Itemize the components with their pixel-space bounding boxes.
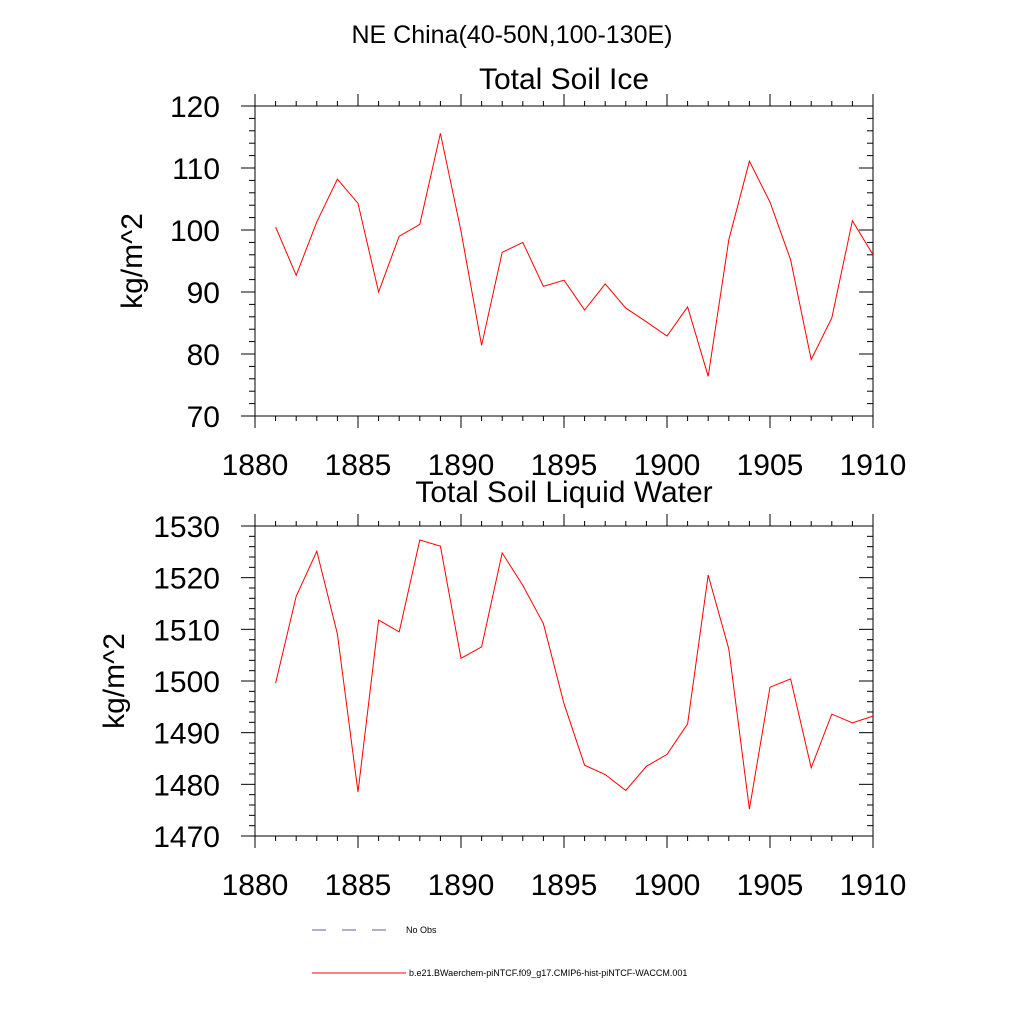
figure-title: NE China(40-50N,100-130E) (351, 21, 672, 49)
x-tick-label: 1910 (840, 869, 907, 902)
x-tick-label: 1890 (428, 869, 495, 902)
x-tick-label: 1890 (428, 449, 495, 482)
y-tick-label: 100 (170, 215, 220, 248)
x-tick-label: 1895 (531, 449, 598, 482)
y-axis-label: kg/m^2 (98, 633, 131, 729)
y-tick-label: 120 (170, 91, 220, 124)
x-tick-label: 1900 (634, 869, 701, 902)
y-tick-label: 70 (187, 401, 220, 434)
y-tick-label: 80 (187, 339, 220, 372)
y-tick-label: 1520 (153, 563, 220, 596)
panel-total-soil-ice: Total Soil Ice kg/m^2 1880 1885 1890 1895 19… (116, 63, 906, 482)
y-tick-label: 1510 (153, 614, 220, 647)
legend-model-label: b.e21.BWaerchem-piNTCF.f09_g17.CMIP6-his… (409, 968, 687, 978)
series-line (275, 133, 874, 377)
plot-frame (254, 105, 874, 417)
y-tick-label: 1500 (153, 666, 220, 699)
series-line (275, 539, 874, 810)
x-tick-label: 1905 (737, 449, 804, 482)
y-tick-label: 1480 (153, 769, 220, 802)
y-tick-label: 90 (187, 277, 220, 310)
y-tick-label: 110 (172, 153, 220, 186)
y-tick-label: 1470 (153, 821, 220, 854)
panel-total-soil-liquid-water: Total Soil Liquid Water kg/m^2 1880 1885 1… (98, 476, 906, 902)
x-tick-label: 1880 (222, 449, 289, 482)
legend: No Obs b.e21.BWaerchem-piNTCF.f09_g17.CM… (312, 925, 687, 978)
legend-no-obs-label: No Obs (406, 925, 437, 935)
x-tick-label: 1910 (840, 449, 907, 482)
panel-title: Total Soil Ice (479, 63, 649, 96)
y-tick-label: 1490 (153, 718, 220, 751)
x-tick-label: 1880 (222, 869, 289, 902)
plot-frame (254, 525, 874, 837)
x-tick-label: 1885 (325, 449, 392, 482)
x-tick-label: 1900 (634, 449, 701, 482)
x-tick-label: 1895 (531, 869, 598, 902)
x-tick-label: 1885 (325, 869, 392, 902)
x-tick-label: 1905 (737, 869, 804, 902)
panel-title: Total Soil Liquid Water (415, 476, 712, 509)
y-axis-label: kg/m^2 (116, 213, 149, 309)
y-tick-label: 1530 (153, 511, 220, 544)
